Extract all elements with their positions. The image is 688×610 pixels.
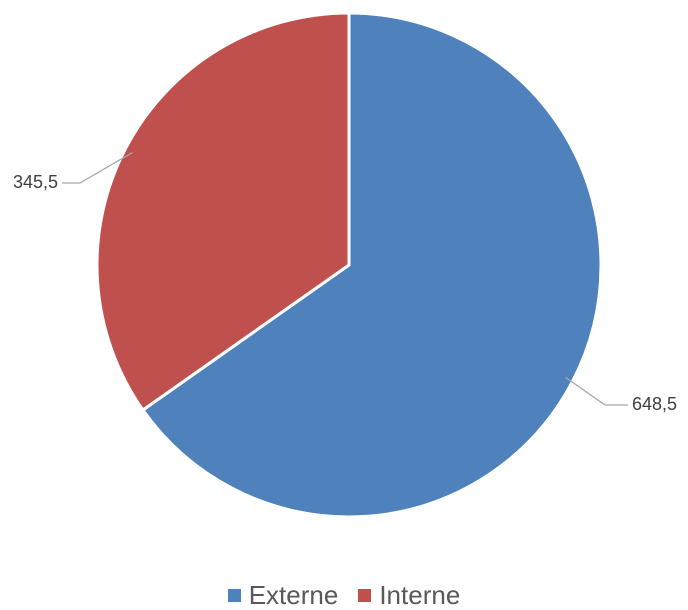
legend: Externe Interne <box>0 580 688 610</box>
pie-slices <box>95 11 603 519</box>
legend-item-interne[interactable]: Interne <box>358 582 460 608</box>
leader-lines <box>62 152 628 406</box>
leader-line-externe <box>565 376 628 406</box>
data-label-externe: 648,5 <box>632 394 677 414</box>
pie-slice-externe[interactable] <box>141 11 603 519</box>
legend-item-externe[interactable]: Externe <box>227 580 339 610</box>
legend-swatch-externe <box>227 588 241 602</box>
legend-label-interne: Interne <box>379 580 461 610</box>
legend-label-externe: Externe <box>248 580 339 610</box>
data-labels: 648,5 345,5 <box>13 172 677 414</box>
pie-slice-interne[interactable] <box>95 11 351 412</box>
leader-line-interne <box>62 152 133 184</box>
legend-swatch-interne <box>358 588 372 602</box>
data-label-interne: 345,5 <box>13 172 58 192</box>
